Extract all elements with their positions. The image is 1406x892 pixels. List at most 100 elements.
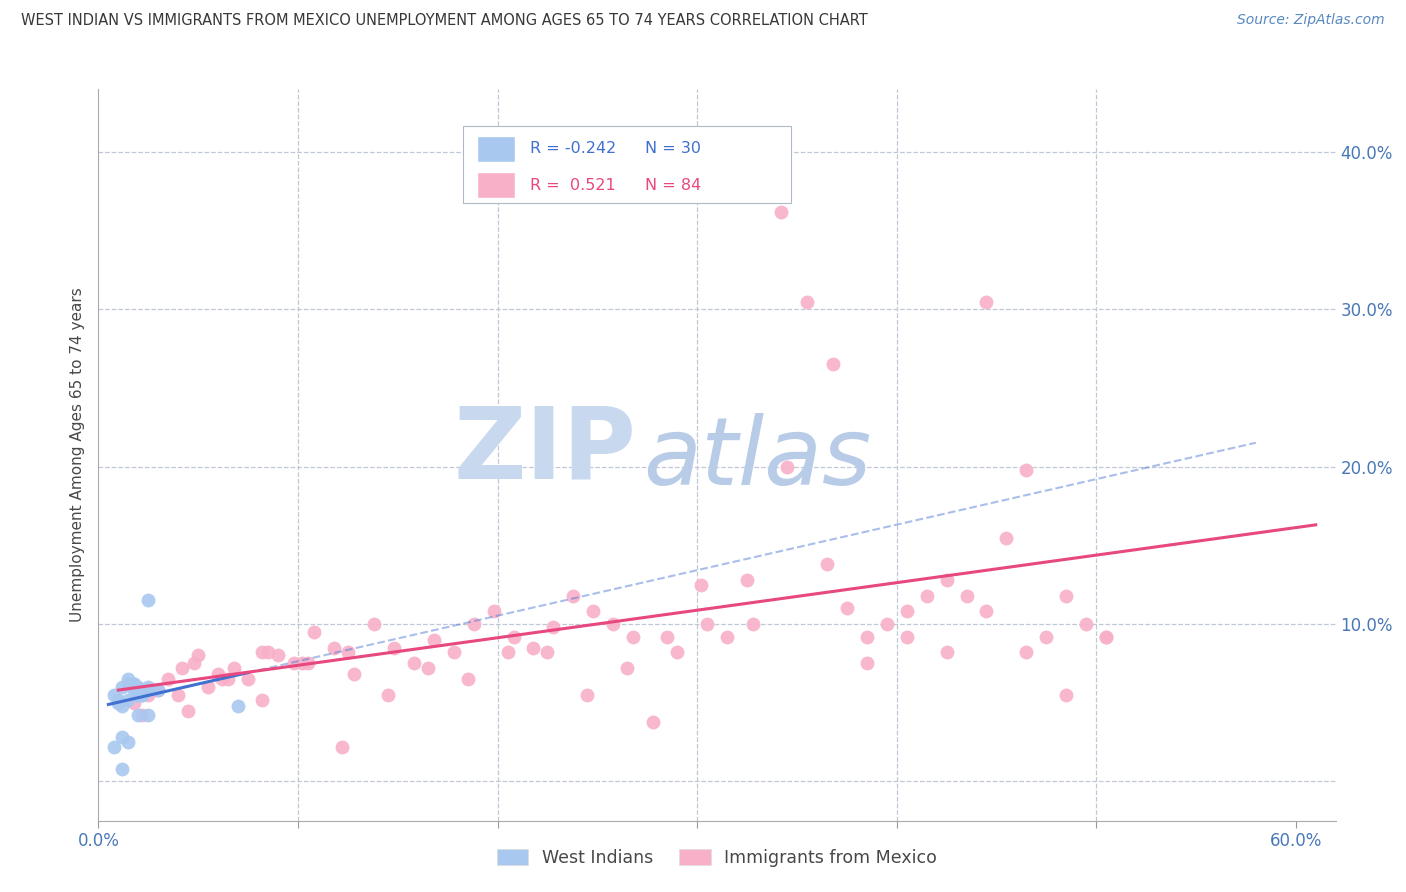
Point <box>226 698 249 713</box>
Point <box>735 573 758 587</box>
Point <box>131 688 153 702</box>
Text: atlas: atlas <box>643 413 872 504</box>
Point <box>1095 630 1118 644</box>
Point <box>107 696 129 710</box>
Point <box>136 593 159 607</box>
Point <box>666 645 689 659</box>
Point <box>995 531 1018 545</box>
Point <box>124 680 146 694</box>
Point <box>148 683 170 698</box>
Point <box>127 680 149 694</box>
Point <box>935 645 957 659</box>
Point <box>172 661 194 675</box>
Point <box>657 630 679 644</box>
Point <box>935 573 957 587</box>
Point <box>217 672 239 686</box>
Point <box>136 683 159 698</box>
Point <box>643 714 665 729</box>
Point <box>835 601 858 615</box>
Point <box>855 630 877 644</box>
Point <box>543 620 565 634</box>
Point <box>496 645 519 659</box>
Point <box>148 683 170 698</box>
Point <box>131 708 153 723</box>
Point <box>776 459 799 474</box>
Point <box>297 657 319 671</box>
Point <box>250 692 273 706</box>
Point <box>562 589 585 603</box>
Point <box>955 589 977 603</box>
Point <box>257 645 280 659</box>
Point <box>107 692 129 706</box>
FancyBboxPatch shape <box>478 173 516 198</box>
Point <box>131 683 153 698</box>
Point <box>157 672 180 686</box>
Point <box>855 657 877 671</box>
Point <box>1054 589 1077 603</box>
Point <box>582 604 605 618</box>
Point <box>976 604 998 618</box>
Point <box>876 617 898 632</box>
Point <box>103 688 125 702</box>
Point <box>1076 617 1098 632</box>
Point <box>302 624 325 639</box>
Point <box>443 645 465 659</box>
Point <box>377 688 399 702</box>
Point <box>124 677 146 691</box>
Point <box>690 577 713 591</box>
Y-axis label: Unemployment Among Ages 65 to 74 years: Unemployment Among Ages 65 to 74 years <box>70 287 86 623</box>
Legend: West Indians, Immigrants from Mexico: West Indians, Immigrants from Mexico <box>489 842 945 874</box>
Point <box>131 688 153 702</box>
Point <box>457 672 479 686</box>
Text: N = 84: N = 84 <box>645 178 702 193</box>
Point <box>815 558 838 572</box>
Point <box>522 640 544 655</box>
Point <box>117 735 139 749</box>
Point <box>696 617 718 632</box>
Point <box>136 708 159 723</box>
Point <box>103 739 125 754</box>
Point <box>463 617 485 632</box>
Text: R = -0.242: R = -0.242 <box>530 142 616 156</box>
Point <box>124 680 146 694</box>
FancyBboxPatch shape <box>464 126 792 202</box>
Point <box>1015 463 1038 477</box>
Point <box>382 640 405 655</box>
Point <box>1035 630 1057 644</box>
Point <box>536 645 558 659</box>
Point <box>1095 630 1118 644</box>
FancyBboxPatch shape <box>478 137 516 161</box>
Point <box>769 205 792 219</box>
Point <box>343 667 366 681</box>
Point <box>117 677 139 691</box>
Point <box>136 680 159 694</box>
Point <box>236 672 259 686</box>
Point <box>1015 645 1038 659</box>
Point <box>267 648 290 663</box>
Point <box>422 632 444 647</box>
Point <box>283 657 305 671</box>
Point <box>124 696 146 710</box>
Text: WEST INDIAN VS IMMIGRANTS FROM MEXICO UNEMPLOYMENT AMONG AGES 65 TO 74 YEARS COR: WEST INDIAN VS IMMIGRANTS FROM MEXICO UN… <box>21 13 868 29</box>
Point <box>330 739 353 754</box>
Point <box>183 657 205 671</box>
Point <box>143 683 166 698</box>
Point <box>127 688 149 702</box>
Point <box>111 731 134 745</box>
Point <box>602 617 624 632</box>
Point <box>821 358 844 372</box>
Point <box>117 692 139 706</box>
Point <box>976 294 998 309</box>
Point <box>896 630 918 644</box>
Point <box>211 672 233 686</box>
Point <box>117 672 139 686</box>
Point <box>336 645 359 659</box>
Point <box>111 762 134 776</box>
Point <box>416 661 439 675</box>
Point <box>167 688 190 702</box>
Point <box>111 698 134 713</box>
Point <box>742 617 765 632</box>
Point <box>915 589 938 603</box>
Point <box>1054 688 1077 702</box>
Point <box>502 630 524 644</box>
